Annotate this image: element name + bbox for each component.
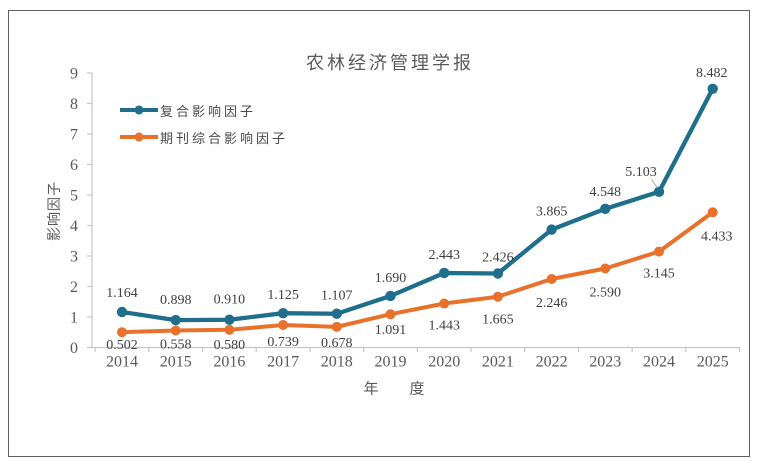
series-0-marker xyxy=(224,314,235,325)
series-0-marker xyxy=(385,290,396,302)
y-tick-label: 2 xyxy=(70,279,78,296)
x-tick-label: 2014 xyxy=(106,354,138,371)
series-1-marker xyxy=(385,309,396,320)
series-1-marker xyxy=(546,273,557,284)
y-tick-label: 5 xyxy=(70,188,78,205)
series-1-line xyxy=(117,207,718,338)
data-label: 2.426 xyxy=(482,251,514,266)
x-tick-label: 2023 xyxy=(589,354,621,371)
series-1-marker xyxy=(600,263,611,274)
y-tick-label: 4 xyxy=(70,218,78,235)
legend-item-composite-impact-factor: 复合影响因子 xyxy=(120,101,288,119)
data-label: 3.145 xyxy=(643,267,675,282)
x-tick-label: 2020 xyxy=(428,354,460,371)
x-tick-label: 2017 xyxy=(267,354,299,371)
legend-label: 期刊综合影响因子 xyxy=(160,130,289,146)
y-axis-title: 影响因子 xyxy=(48,181,63,241)
series-1-marker xyxy=(707,207,718,218)
x-tick-label: 2025 xyxy=(697,354,729,371)
legend: 复合影响因子 期刊综合影响因子 xyxy=(120,101,288,146)
series-0-marker xyxy=(170,314,181,326)
legend-line-marker-icon xyxy=(120,105,158,115)
series-1-marker xyxy=(170,325,181,336)
series-1-marker xyxy=(224,324,235,335)
data-label: 2.443 xyxy=(428,248,460,263)
series-0-line xyxy=(116,83,718,326)
data-label: 0.502 xyxy=(106,338,138,353)
series-0-marker xyxy=(546,224,557,235)
y-tick-label: 6 xyxy=(70,157,78,174)
y-tick-label: 3 xyxy=(70,249,78,266)
x-tick-label: 2021 xyxy=(482,354,514,371)
legend-label: 复合影响因子 xyxy=(160,103,257,119)
series-0-marker xyxy=(277,307,289,319)
data-label: 0.739 xyxy=(267,335,299,350)
series-0-marker xyxy=(492,268,504,279)
data-label: 1.091 xyxy=(375,323,407,338)
series-0-marker xyxy=(439,267,450,279)
data-label: 2.246 xyxy=(536,296,568,311)
series-1-marker xyxy=(492,291,503,302)
chart-title: 农林经济管理学报 xyxy=(306,53,474,73)
x-axis-ticks: 2014 2015 2016 2017 2018 2019 2020 2021 2022 2023… xyxy=(94,347,741,371)
data-label: 0.558 xyxy=(160,337,192,352)
x-tick-label: 2016 xyxy=(213,354,245,371)
series-0-marker xyxy=(116,306,128,318)
series-0-marker xyxy=(707,83,718,94)
data-label: 1.443 xyxy=(428,318,460,333)
data-label: 0.678 xyxy=(321,336,353,351)
series-1-data-labels: 0.502 0.558 0.580 0.739 0.678 1.091 1.443 1.665… xyxy=(106,229,732,353)
series-1-marker xyxy=(117,327,127,338)
data-label: 1.164 xyxy=(106,286,138,301)
data-label: 1.107 xyxy=(321,289,353,304)
data-label: 1.665 xyxy=(482,313,514,328)
y-tick-label: 7 xyxy=(70,127,78,144)
series-1-marker xyxy=(654,246,664,257)
y-tick-label: 1 xyxy=(70,310,78,327)
data-label: 1.690 xyxy=(375,271,407,286)
y-axis-ticks: 0 1 2 3 4 5 6 7 8 9 xyxy=(70,66,92,357)
label-leader-line xyxy=(651,179,658,189)
data-label: 0.910 xyxy=(214,293,246,308)
series-1-marker xyxy=(439,298,450,309)
x-tick-label: 2024 xyxy=(643,354,675,371)
series-1-marker xyxy=(278,319,289,330)
x-tick-label: 2018 xyxy=(321,354,353,371)
x-tick-label: 2022 xyxy=(536,354,568,371)
data-label: 0.898 xyxy=(160,293,192,308)
y-tick-label: 0 xyxy=(70,340,78,357)
series-0-data-labels: 1.164 0.898 0.910 1.125 1.107 1.690 2.443 2.426… xyxy=(106,66,727,308)
series-0-marker xyxy=(331,308,342,319)
y-tick-label: 9 xyxy=(70,66,78,83)
legend-item-journal-comprehensive-impact-factor: 期刊综合影响因子 xyxy=(120,128,288,146)
data-label: 1.125 xyxy=(267,288,299,303)
data-label: 3.865 xyxy=(536,205,568,220)
series-1-marker xyxy=(331,321,342,332)
data-label: 4.433 xyxy=(701,229,733,244)
data-label: 4.548 xyxy=(590,185,622,200)
data-label: 0.580 xyxy=(214,338,246,353)
x-tick-label: 2015 xyxy=(160,354,192,371)
legend-line-marker-icon xyxy=(120,132,158,142)
data-label: 2.590 xyxy=(590,286,622,301)
data-label: 8.482 xyxy=(696,66,728,81)
series-0-marker xyxy=(653,186,665,198)
x-tick-label: 2019 xyxy=(375,354,407,371)
series-0-marker xyxy=(600,203,611,214)
x-axis-title: 年 度 xyxy=(363,381,433,398)
y-tick-label: 8 xyxy=(70,96,78,113)
data-label: 5.103 xyxy=(625,165,657,180)
chart-frame xyxy=(8,10,750,457)
